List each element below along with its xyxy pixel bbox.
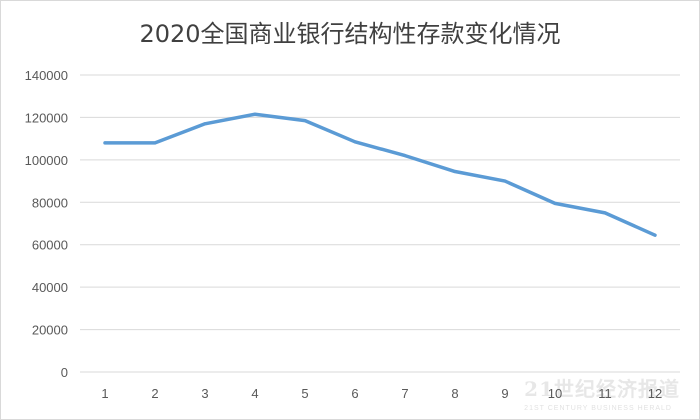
- x-tick-label: 6: [351, 386, 358, 401]
- data-point: [103, 141, 107, 145]
- x-tick-label: 2: [151, 386, 158, 401]
- series-layer: [103, 112, 657, 237]
- data-point: [203, 122, 207, 126]
- y-tick-label: 60000: [32, 238, 68, 253]
- x-axis-ticks: 1 2 3 4 5 6 7 8 9 10 11 12: [101, 386, 662, 401]
- y-tick-label: 20000: [32, 323, 68, 338]
- y-tick-label: 100000: [25, 153, 68, 168]
- chart-title: 2020全国商业银行结构性存款变化情况: [139, 20, 561, 48]
- data-point: [153, 141, 157, 145]
- watermark-logo: 21世纪经济报道: [524, 377, 680, 401]
- x-tick-label: 7: [401, 386, 408, 401]
- x-tick-label: 8: [451, 386, 458, 401]
- watermark-subtitle: 21ST CENTURY BUSINESS HERALD: [524, 405, 672, 412]
- x-tick-label: 4: [251, 386, 258, 401]
- y-tick-label: 0: [61, 365, 68, 380]
- data-point: [653, 233, 657, 237]
- data-point: [453, 170, 457, 174]
- x-tick-label: 11: [598, 386, 612, 401]
- y-tick-label: 140000: [25, 68, 68, 83]
- y-tick-label: 120000: [25, 110, 68, 125]
- y-tick-label: 80000: [32, 195, 68, 210]
- y-axis-ticks: 0 20000 40000 60000 80000 100000 120000 140000: [25, 68, 68, 380]
- series-line-0: [103, 112, 657, 237]
- x-tick-label: 3: [201, 386, 208, 401]
- data-point: [503, 179, 507, 183]
- x-tick-label: 5: [301, 386, 308, 401]
- data-point: [303, 119, 307, 123]
- x-tick-label: 1: [101, 386, 108, 401]
- data-point: [353, 140, 357, 144]
- x-tick-label: 12: [648, 386, 662, 401]
- gridlines: [80, 74, 680, 373]
- data-point: [603, 211, 607, 215]
- x-tick-label: 9: [501, 386, 508, 401]
- x-tick-label: 10: [548, 386, 562, 401]
- data-point: [253, 112, 257, 116]
- data-point: [553, 201, 557, 205]
- y-tick-label: 40000: [32, 280, 68, 295]
- data-point: [403, 154, 407, 158]
